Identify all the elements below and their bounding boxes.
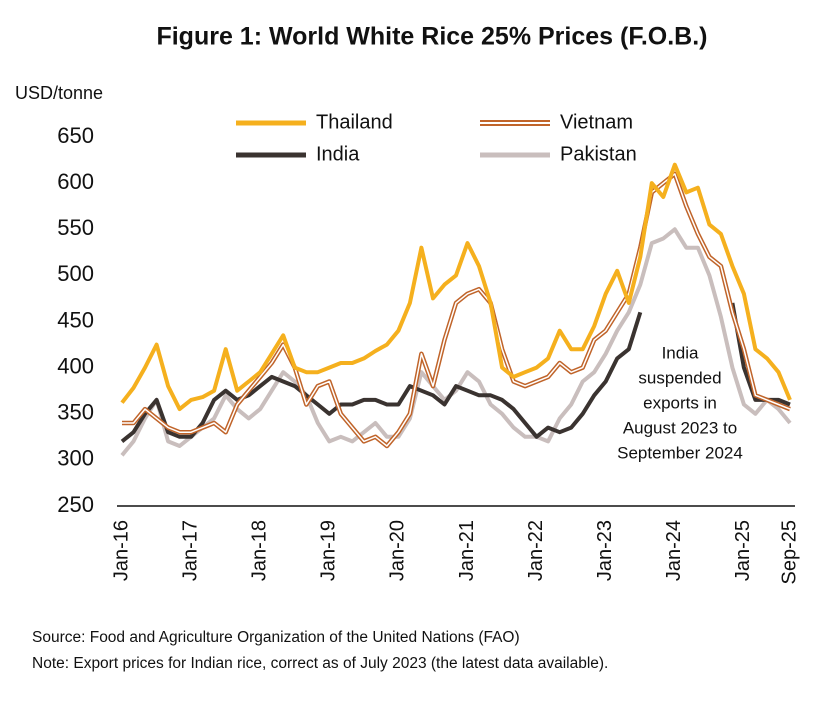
series-line	[120, 227, 792, 457]
y-tick-label: 500	[57, 261, 94, 286]
annotation: exports in	[643, 393, 717, 412]
y-tick-label: 300	[57, 446, 94, 471]
x-tick-label: Jan-23	[594, 520, 616, 581]
legend-label: India	[316, 143, 360, 165]
x-tick-label: Jan-21	[456, 520, 478, 581]
series-line	[120, 311, 643, 443]
legend-label: Thailand	[316, 111, 393, 133]
series-line	[120, 162, 792, 412]
legend-label: Pakistan	[560, 143, 637, 165]
annotation: India	[662, 343, 699, 362]
y-tick-label: 650	[57, 123, 94, 148]
y-tick-label: 400	[57, 353, 94, 378]
y-tick-label: 600	[57, 169, 94, 194]
annotation: suspended	[638, 368, 721, 387]
x-tick-label: Jan-17	[179, 520, 201, 581]
x-tick-label: Sep-25	[778, 520, 800, 585]
annotation: September 2024	[617, 443, 743, 462]
chart-title: Figure 1: World White Rice 25% Prices (F…	[156, 23, 707, 51]
x-tick-label: Jan-25	[732, 520, 754, 581]
annotation: August 2023 to	[623, 418, 737, 437]
legend-label: Vietnam	[560, 111, 633, 133]
x-tick-label: Jan-22	[525, 520, 547, 581]
x-tick-label: Jan-19	[318, 520, 340, 581]
y-tick-label: 550	[57, 215, 94, 240]
x-tick-label: Jan-20	[387, 520, 409, 581]
y-tick-label: 350	[57, 400, 94, 425]
y-tick-label: 250	[57, 492, 94, 517]
x-tick-label: Jan-24	[663, 520, 685, 581]
x-tick-label: Jan-16	[110, 520, 132, 581]
series-line-inner	[122, 173, 791, 447]
y-tick-label: 450	[57, 307, 94, 332]
x-tick-label: Jan-18	[248, 520, 270, 581]
note: Note: Export prices for Indian rice, cor…	[32, 655, 608, 672]
source: Source: Food and Agriculture Organizatio…	[32, 629, 520, 646]
y-axis-label: USD/tonne	[15, 83, 103, 103]
